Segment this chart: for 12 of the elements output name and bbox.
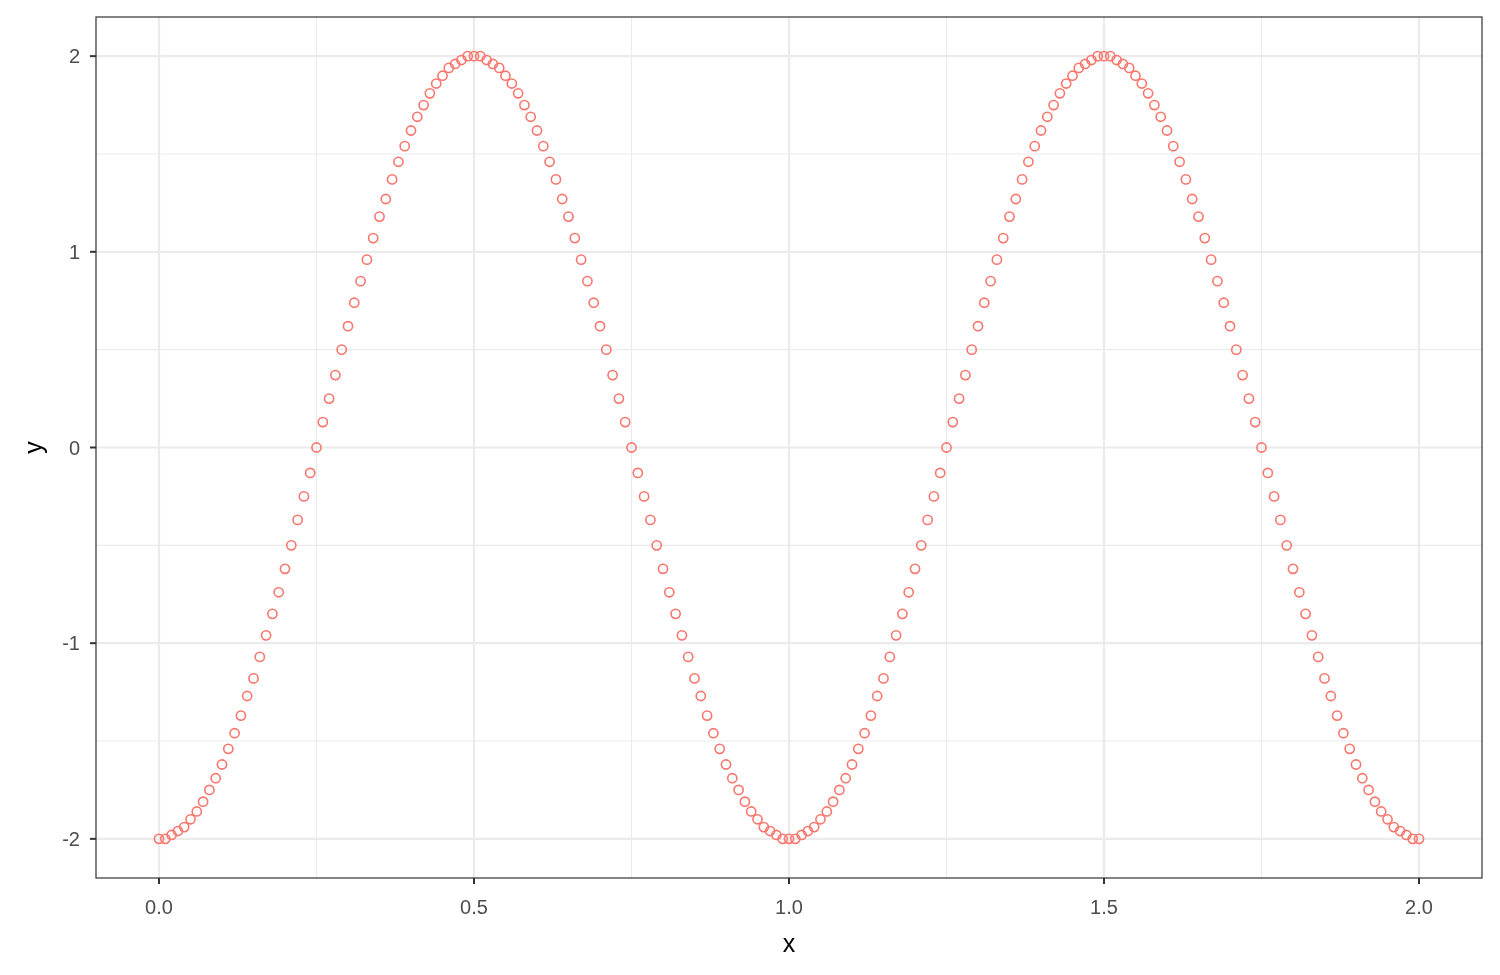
y-tick-label: 0 (68, 436, 80, 459)
y-tick-label: 1 (68, 241, 80, 264)
y-tick-label: 2 (68, 45, 80, 68)
x-axis-title: x (782, 929, 796, 957)
x-tick-label: 0.0 (145, 896, 173, 918)
y-axis-title: y (19, 440, 47, 454)
y-tick-label: -2 (62, 828, 80, 851)
y-tick-label: -1 (62, 632, 80, 655)
x-tick-label: 1.0 (775, 896, 803, 918)
x-tick-label: 0.5 (460, 896, 488, 918)
x-tick-label: 1.5 (1090, 896, 1118, 918)
x-tick-label: 2.0 (1405, 896, 1433, 918)
